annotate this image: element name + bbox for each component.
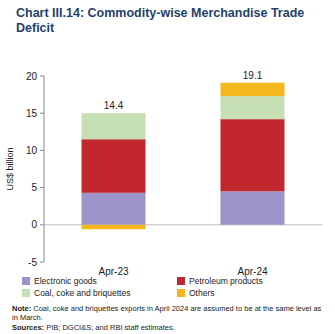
total-label: 19.1	[243, 70, 263, 81]
y-tick	[40, 187, 44, 188]
chart: Chart III.14: Commodity-wise Merchandise…	[0, 0, 335, 334]
legend-label: Petroleum products	[189, 276, 263, 286]
legend-label: Coal, coke and briquettes	[34, 288, 130, 298]
x-tick-label: Apr-23	[98, 266, 128, 277]
note: Sources: PIB; DGCI&S; and RBI staff esti…	[12, 323, 175, 332]
bar-segment	[82, 139, 146, 193]
bar-segment	[221, 83, 285, 96]
y-tick	[40, 113, 44, 114]
y-axis-label: US$ billion	[5, 147, 15, 190]
bar-segment	[221, 96, 285, 119]
y-tick-label: 5	[31, 182, 37, 193]
y-tick-label: 20	[26, 71, 38, 82]
bar-segment	[82, 193, 146, 225]
legend-swatch	[177, 289, 185, 297]
bar-segment	[82, 113, 146, 139]
legend-label: Electronic goods	[34, 276, 97, 286]
y-tick-label: 15	[26, 108, 38, 119]
y-tick	[40, 76, 44, 77]
y-tick-label: 0	[31, 219, 37, 230]
legend-label: Others	[189, 288, 215, 298]
legend-swatch	[177, 277, 185, 285]
bars	[82, 83, 285, 230]
bar-segment	[221, 191, 285, 224]
note: Note: Coal, coke and briquettes exports …	[12, 304, 322, 322]
title: Chart III.14: Commodity-wise Merchandise…	[16, 6, 304, 35]
bar-segment	[82, 225, 146, 229]
total-label: 14.4	[104, 100, 124, 111]
y-tick-label: -5	[28, 257, 37, 268]
y-axis	[44, 76, 45, 262]
bar-segment	[221, 119, 285, 191]
y-tick-label: 10	[26, 145, 38, 156]
y-tick	[40, 262, 44, 263]
y-tick	[40, 224, 44, 225]
y-tick	[40, 150, 44, 151]
legend-swatch	[22, 289, 30, 297]
legend-swatch	[22, 277, 30, 285]
